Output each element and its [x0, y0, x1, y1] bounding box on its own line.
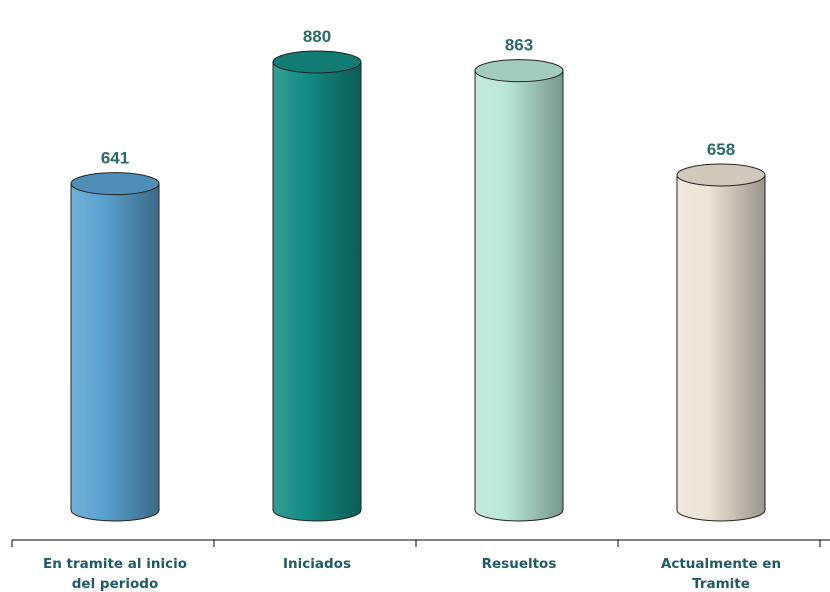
cylinder-body-1 [272, 61, 362, 522]
bar-3 [676, 163, 766, 522]
bars-layer [70, 50, 766, 522]
bar-1 [272, 50, 362, 522]
category-label-2: Resueltos [482, 556, 557, 572]
category-label-1: Iniciados [283, 556, 351, 572]
cylinder-top-2 [474, 59, 564, 83]
cylinder-top-1 [272, 50, 362, 74]
cylinder-top-0 [70, 172, 160, 196]
bar-2 [474, 59, 564, 522]
category-label-0: En tramite al inicio del periodo [43, 556, 187, 592]
value-label-0: 641 [101, 149, 129, 168]
category-label-3: Actualmente en Tramite [661, 556, 781, 592]
labels-layer: 641 En tramite al inicio del periodo 880 Ini… [43, 27, 781, 592]
cylinder-body-3 [676, 174, 766, 522]
bar-0 [70, 172, 160, 522]
cylinder-body-0 [70, 183, 160, 522]
value-label-3: 658 [707, 140, 735, 159]
cylinder-body-2 [474, 70, 564, 522]
value-label-1: 880 [303, 27, 331, 46]
x-axis [11, 539, 830, 547]
cylinder-top-3 [676, 163, 766, 187]
value-label-2: 863 [505, 36, 533, 55]
